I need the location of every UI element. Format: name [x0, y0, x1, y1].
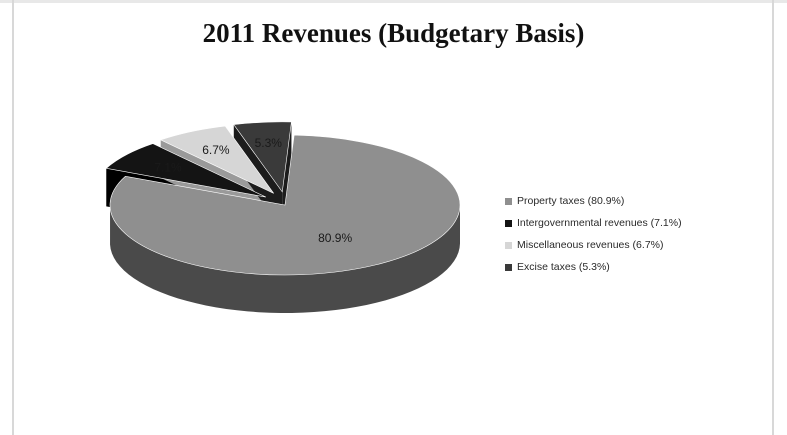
legend: Property taxes (80.9%) Intergovernmental …: [505, 190, 765, 278]
legend-item: Miscellaneous revenues (6.7%): [505, 234, 765, 256]
frame-right-edge: [772, 0, 774, 435]
pie-slice-0: [109, 134, 461, 276]
legend-swatch: [505, 197, 512, 205]
legend-label: Intergovernmental revenues (7.1%): [517, 217, 682, 229]
legend-label: Miscellaneous revenues (6.7%): [517, 239, 664, 251]
pie-slice-1: [105, 143, 266, 198]
data-labels: 80.9% 7.1% 6.7% 5.3%: [154, 136, 352, 245]
data-label-0: 80.9%: [318, 231, 352, 245]
frame-left-edge: [12, 0, 14, 435]
legend-label: Property taxes (80.9%): [517, 195, 625, 207]
legend-swatch: [505, 219, 512, 227]
legend-item: Excise taxes (5.3%): [505, 256, 765, 278]
legend-item: Intergovernmental revenues (7.1%): [505, 212, 765, 234]
data-label-1: 7.1%: [154, 161, 182, 175]
frame-top-edge: [0, 0, 787, 3]
legend-item: Property taxes (80.9%): [505, 190, 765, 212]
pie-cut-3-1: [282, 121, 292, 230]
pie-slices: [105, 121, 461, 276]
legend-label: Excise taxes (5.3%): [517, 261, 610, 273]
chart-title: 2011 Revenues (Budgetary Basis): [202, 18, 585, 48]
data-label-2: 6.7%: [202, 143, 230, 157]
legend-swatch: [505, 241, 512, 249]
data-label-3: 5.3%: [255, 136, 283, 150]
pie-slice-2: [159, 125, 274, 194]
pie-slice-3: [233, 121, 292, 193]
legend-swatch: [505, 263, 512, 271]
pie-wall-0: [110, 205, 460, 313]
